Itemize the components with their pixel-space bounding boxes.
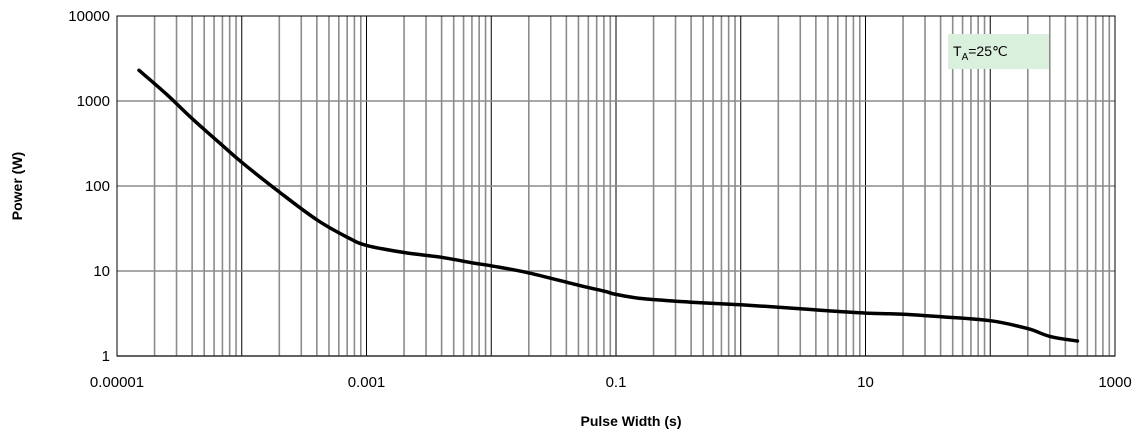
x-tick-label: 1000	[1098, 374, 1131, 391]
x-tick-label: 10	[857, 374, 874, 391]
temperature-annotation: TA=25℃	[948, 34, 1049, 69]
y-tick-label: 10000	[68, 8, 110, 25]
y-tick-labels: 1 10 100 1000 10000	[68, 8, 110, 365]
x-tick-label: 0.00001	[90, 374, 144, 391]
plot-frame	[116, 15, 1116, 357]
power-curve	[137, 68, 1080, 343]
annotation-main: T	[953, 43, 962, 59]
annotation-rest: =25℃	[968, 43, 1007, 59]
y-tick-label: 100	[85, 178, 110, 195]
series	[137, 68, 1080, 343]
y-tick-label: 1	[102, 348, 110, 365]
svg-text:TA=25℃: TA=25℃	[953, 43, 1008, 63]
x-tick-label: 0.001	[348, 374, 386, 391]
x-tick-label: 0.1	[606, 374, 627, 391]
y-tick-label: 10	[93, 263, 110, 280]
annotation-box	[948, 34, 1049, 69]
y-tick-label: 1000	[77, 93, 110, 110]
x-tick-labels: 0.00001 0.001 0.1 10 1000	[90, 374, 1132, 391]
y-axis-label: Power (W)	[9, 152, 25, 220]
x-axis-label: Pulse Width (s)	[581, 413, 682, 429]
annotation-subscript: A	[962, 52, 969, 63]
